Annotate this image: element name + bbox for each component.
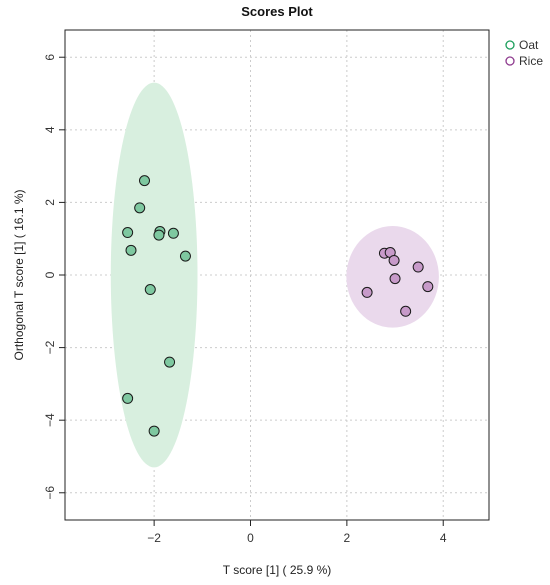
data-point-rice [412,261,424,273]
data-point-oat [122,227,134,239]
data-point-oat [139,175,150,187]
data-point-oat [144,284,156,296]
y-tick-label: 4 [43,126,57,133]
x-tick-label: 0 [247,531,254,545]
data-point-oat [167,227,179,239]
legend-label-rice: Rice [519,54,543,68]
data-point-oat [125,244,137,256]
data-point-rice [389,273,401,285]
data-point-oat [153,229,165,241]
y-tick-label: 6 [43,54,57,61]
x-tick-label: 4 [440,531,447,545]
legend-marker-rice [505,56,515,66]
point-layer [122,175,434,437]
chart-title: Scores Plot [241,4,313,19]
y-tick-label: 0 [43,271,57,278]
data-point-oat [164,356,176,368]
axis-layer: −2 0 2 4 −6 −4 −2 0 2 4 6 [43,54,447,545]
data-point-oat [179,250,191,262]
y-tick-label: 2 [43,199,57,206]
ellipse-layer [110,82,439,468]
y-tick-label: −2 [43,340,57,354]
data-point-oat [148,425,160,437]
legend-label-oat: Oat [519,38,539,52]
x-tick-label: −2 [147,531,161,545]
data-point-rice [388,254,400,266]
legend: Oat Rice [505,38,543,68]
y-axis-label: Orthogonal T score [1] ( 16.1 %) [12,190,26,361]
data-point-rice [400,305,412,317]
data-point-rice [361,286,373,298]
x-tick-label: 2 [344,531,351,545]
data-point-oat [122,392,134,404]
y-tick-label: −4 [43,413,57,427]
confidence-ellipse-oat [110,82,198,468]
data-point-rice [422,281,434,293]
legend-marker-oat [505,40,515,50]
y-tick-label: −6 [43,486,57,500]
x-axis-label: T score [1] ( 25.9 %) [223,563,332,577]
data-point-oat [134,202,146,214]
